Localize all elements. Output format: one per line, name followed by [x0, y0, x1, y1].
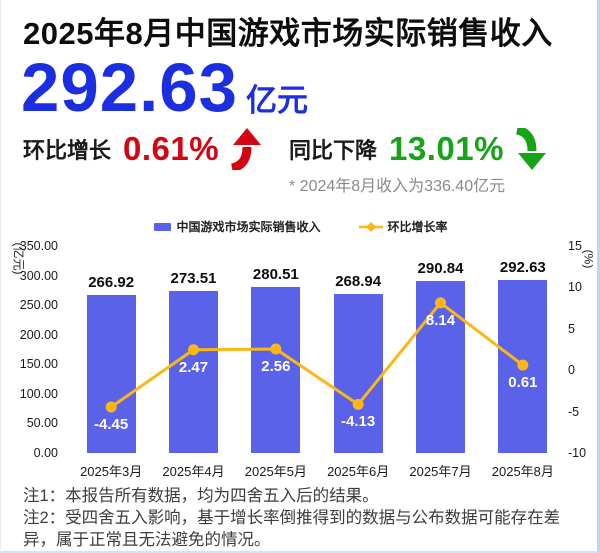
yoy-stat: 同比下降 13.01%: [289, 128, 548, 170]
right-axis-tick-label: 15: [568, 239, 582, 253]
x-axis-category-label: 2025年6月: [327, 464, 390, 479]
x-axis-category-label: 2025年3月: [80, 464, 143, 479]
left-axis-tick-label: 200.00: [19, 327, 58, 342]
page-title: 2025年8月中国游戏市场实际销售收入: [23, 16, 553, 51]
footnote: * 2024年8月收入为336.40亿元: [289, 178, 506, 195]
mom-value: 0.61%: [123, 130, 220, 167]
headline-value: 292.63: [21, 49, 239, 126]
line-point: [435, 297, 446, 309]
bar: [251, 287, 301, 453]
line-point: [105, 401, 117, 413]
legend-label-growth: 环比增长率: [387, 220, 448, 234]
line-point: [188, 344, 199, 356]
line-point: [270, 343, 282, 355]
right-axis-tick-label: -10: [568, 446, 587, 460]
legend-label-revenue: 中国游戏市场实际销售收入: [176, 220, 321, 234]
right-axis-tick-label: 5: [568, 321, 575, 336]
legend: 中国游戏市场实际销售收入 环比增长率: [1, 218, 597, 235]
line-point: [517, 359, 529, 371]
x-axis-category-label: 2025年7月: [409, 464, 472, 479]
up-arrow-icon: [230, 128, 262, 170]
x-axis-category-label: 2025年4月: [162, 464, 225, 479]
bar-value-label: 292.63: [499, 258, 546, 276]
line-point-value-label: 2.47: [178, 358, 209, 376]
x-axis-category-label: 2025年8月: [491, 464, 554, 479]
notes: 注1：本报告所有数据，均为四舍五入后的结果。 注2：受四舍五入影响，基于增长率倒…: [23, 485, 585, 551]
note-1: 注1：本报告所有数据，均为四舍五入后的结果。: [23, 487, 379, 505]
legend-swatch-line: [358, 221, 383, 232]
line-point-value-label: 8.14: [425, 311, 456, 329]
left-axis-tick-label: 250.00: [19, 298, 58, 313]
bar-value-label: 290.84: [417, 259, 464, 277]
right-axis-tick-label: 0: [568, 363, 575, 378]
bar-value-label: 268.94: [335, 272, 382, 290]
bar: [333, 293, 383, 453]
note-2: 注2：受四舍五入影响，基于增长率倒推得到的数据与公布数据可能存在差异，属于正常且…: [23, 509, 561, 549]
legend-item-revenue: 中国游戏市场实际销售收入: [154, 218, 321, 235]
headline-unit: 亿元: [246, 83, 309, 118]
growth-line: [110, 300, 524, 409]
bar-value-label: 280.51: [252, 266, 299, 284]
growth-line-layer: [105, 297, 529, 413]
left-axis-tick-label: 50.00: [26, 416, 58, 431]
mom-stat: 环比增长 0.61%: [23, 128, 263, 170]
stats-row: 环比增长 0.61% 同比下降 13.01%: [23, 128, 583, 176]
line-point-value-label: -4.13: [341, 413, 376, 431]
line-point-value-label: -4.45: [94, 416, 129, 434]
bar: [169, 291, 218, 453]
legend-item-growth: 环比增长率: [358, 218, 448, 235]
bar-value-label: 266.92: [88, 274, 135, 292]
left-axis-tick-label: 350.00: [19, 239, 58, 253]
left-axis-tick-label: 0.00: [33, 446, 58, 460]
left-axis-tick-label: 100.00: [19, 386, 58, 401]
headline: 292.63 亿元: [21, 48, 308, 127]
x-axis-category-label: 2025年5月: [244, 464, 307, 479]
chart: 中国游戏市场实际销售收入 环比增长率 (亿元) (%) 350.00 300.00…: [1, 212, 597, 480]
bar: [86, 295, 136, 453]
down-arrow-icon: [515, 128, 546, 170]
bar: [416, 280, 465, 453]
yoy-label: 同比下降: [289, 138, 378, 163]
left-axis-tick-label: 150.00: [19, 357, 58, 372]
legend-swatch-bar: [154, 222, 172, 231]
bar-value-label: 273.51: [170, 270, 217, 288]
line-point-value-label: 2.56: [261, 358, 291, 375]
line-point-value-label: 0.61: [508, 374, 538, 392]
left-axis-tick-label: 300.00: [19, 268, 58, 283]
yoy-value: 13.01%: [389, 130, 504, 167]
line-point: [352, 398, 364, 410]
mom-label: 环比增长: [23, 138, 112, 163]
right-axis-tick-label: 10: [568, 280, 582, 295]
right-axis-tick-label: -5: [568, 404, 580, 419]
